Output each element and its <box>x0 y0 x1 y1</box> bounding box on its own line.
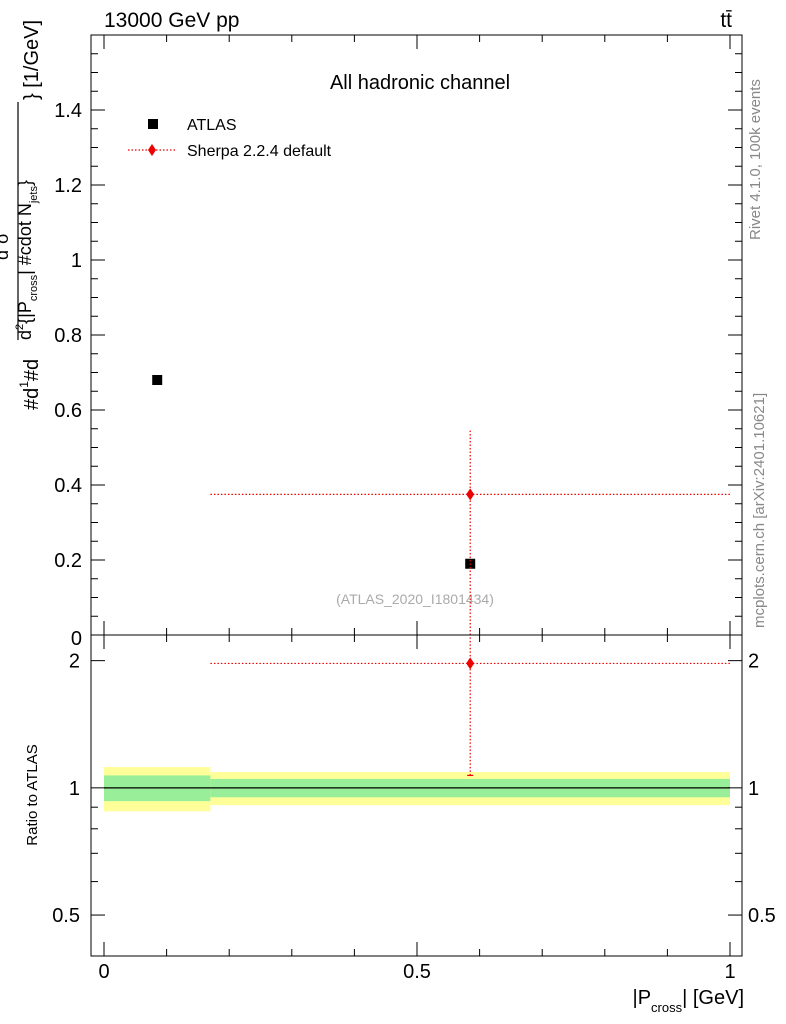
main-panel: All hadronic channel (ATLAS_2020_I180143… <box>54 34 743 650</box>
main-y-partial-tick-label: 0 <box>71 628 82 650</box>
atlas-data-point <box>152 375 163 385</box>
top-left-label: 13000 GeV pp <box>104 9 239 32</box>
svg-text:} [1/GeV]: } [1/GeV] <box>21 20 43 100</box>
ratio-panel: 0.5 0.51 12 2 0 0.5 1 Ratio to ATLAS <box>24 634 776 983</box>
main-x-axis-ticks <box>103 35 731 635</box>
ratio-y-tick-label-left: 1 <box>69 778 80 800</box>
main-y-tick-label: 0.2 <box>54 550 82 572</box>
ratio-y-tick-label-left: 0.5 <box>52 905 80 927</box>
legend-label-sherpa: Sherpa 2.2.4 default <box>187 143 332 160</box>
ratio-data-layer <box>210 635 730 777</box>
x-tick-label: 0 <box>98 961 109 983</box>
main-y-axis-label: #d1#d d2{|Pcross| #cdot Njets} d2σfid } … <box>0 20 43 410</box>
x-axis-label: |Pcross| [GeV] <box>633 987 745 1015</box>
ratio-uncertainty-bands <box>104 767 731 812</box>
legend-marker-sherpa <box>148 144 156 156</box>
legend-marker-atlas <box>148 119 158 129</box>
main-y-axis-ticks: 0.2 0.4 0.6 0.8 1 1.2 1.4 <box>54 34 742 636</box>
sherpa-data-point <box>466 488 475 501</box>
ratio-y-tick-label-right: 0.5 <box>748 905 776 927</box>
ratio-y-axis-label: Ratio to ATLAS <box>24 744 41 845</box>
side-label-rivet: Rivet 4.1.0, 100k events <box>747 79 764 240</box>
x-tick-label: 1 <box>724 961 735 983</box>
ratio-y-tick-label-right: 2 <box>748 651 759 673</box>
main-y-tick-label: 0.8 <box>54 325 82 347</box>
ratio-x-axis-ticks: 0 0.5 1 <box>98 635 736 983</box>
legend-label-atlas: ATLAS <box>187 117 237 134</box>
ratio-y-tick-label-left: 2 <box>69 651 80 673</box>
top-right-label: tt̄ <box>720 9 732 32</box>
main-y-tick-label: 0.6 <box>54 400 82 422</box>
main-y-tick-label: 1 <box>71 250 82 272</box>
legend: ATLAS Sherpa 2.2.4 default <box>128 117 332 160</box>
chart-title: All hadronic channel <box>330 72 510 94</box>
main-y-tick-label: 0.4 <box>54 475 82 497</box>
main-y-tick-label: 1.2 <box>54 175 82 197</box>
main-y-tick-label: 1.4 <box>54 100 82 122</box>
svg-text:d2σfid: d2σfid <box>0 221 12 260</box>
side-label-mcplots: mcplots.cern.ch [arXiv:2401.10621] <box>751 393 768 628</box>
x-tick-label: 0.5 <box>403 961 431 983</box>
svg-text:#d1#d: #d1#d <box>17 359 43 410</box>
ratio-y-axis-ticks: 0.5 0.5 1 1 2 2 <box>52 651 776 957</box>
analysis-watermark: (ATLAS_2020_I1801434) <box>336 591 494 607</box>
ratio-y-tick-label-right: 1 <box>748 778 759 800</box>
ratio-sherpa-point <box>466 657 475 670</box>
ratio-plot-frame <box>90 634 743 957</box>
main-data-layer <box>152 375 730 635</box>
